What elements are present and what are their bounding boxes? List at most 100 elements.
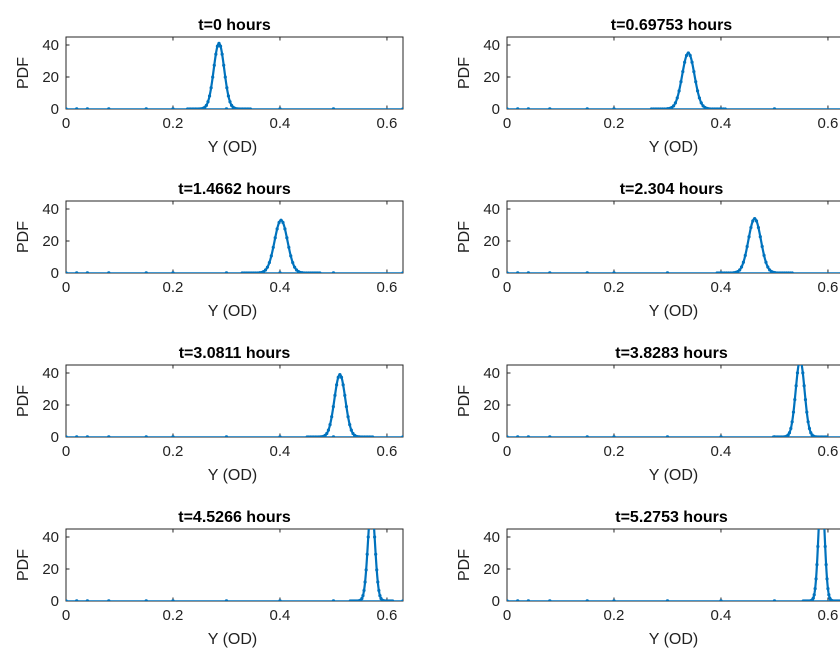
curve-point bbox=[747, 235, 751, 239]
curve-point bbox=[791, 410, 796, 414]
x-tick-label: 0.6 bbox=[377, 115, 398, 132]
subplot-title: t=0 hours bbox=[198, 17, 271, 34]
curve-point bbox=[375, 568, 379, 572]
y-axis-label: PDF bbox=[456, 549, 473, 581]
curve-point bbox=[344, 405, 349, 409]
x-tick-label: 0 bbox=[503, 279, 511, 296]
curve-point bbox=[226, 94, 231, 98]
curve-point bbox=[800, 365, 803, 366]
x-tick-label: 0.4 bbox=[270, 607, 291, 624]
sample-point bbox=[548, 599, 552, 601]
curve-point bbox=[806, 420, 810, 424]
x-axis-label: Y (OD) bbox=[649, 303, 698, 320]
x-tick-label: 0.2 bbox=[604, 607, 625, 624]
y-axis-label: PDF bbox=[15, 221, 32, 253]
sample-point bbox=[585, 435, 589, 437]
curve-point bbox=[820, 487, 823, 490]
sample-point bbox=[85, 435, 90, 437]
x-tick-label: 0.2 bbox=[604, 279, 625, 296]
curve-point bbox=[372, 519, 375, 522]
pdf-curve bbox=[309, 373, 371, 437]
sample-point bbox=[278, 107, 282, 109]
curve-point bbox=[814, 577, 818, 581]
y-tick-label: 20 bbox=[483, 397, 500, 414]
subplot-7: t=4.5266 hours 0 0.2 0.4 0.6 0 20 40 Y (OD) PDF bbox=[15, 503, 404, 648]
sample-point bbox=[401, 107, 403, 109]
curve-point bbox=[279, 218, 283, 222]
curve-point bbox=[222, 63, 226, 67]
subplot-8: t=5.2753 hours 0 0.2 0.4 0.6 0 20 40 Y (OD) PDF bbox=[456, 487, 840, 648]
y-tick-label: 0 bbox=[51, 265, 59, 282]
sample-point bbox=[74, 599, 79, 601]
curve-point bbox=[688, 53, 692, 58]
sample-point bbox=[526, 599, 531, 601]
curve-point bbox=[799, 359, 802, 362]
sample-point bbox=[107, 107, 111, 109]
axes-box bbox=[65, 528, 404, 602]
x-axis-label: Y (OD) bbox=[208, 303, 257, 320]
x-tick-label: 0 bbox=[503, 607, 511, 624]
x-tick-label: 0.6 bbox=[818, 607, 839, 624]
curve-point bbox=[794, 384, 798, 388]
curve-point bbox=[223, 75, 227, 79]
axes-box bbox=[65, 36, 404, 110]
sample-point bbox=[66, 599, 68, 601]
sample-point bbox=[107, 435, 111, 437]
sample-point bbox=[85, 107, 90, 109]
curve-point bbox=[267, 260, 271, 265]
subplot-title: t=4.5266 hours bbox=[178, 509, 291, 526]
x-axis-label: Y (OD) bbox=[649, 139, 698, 156]
sample-point bbox=[772, 107, 777, 109]
sample-point bbox=[224, 599, 229, 601]
y-tick-label: 20 bbox=[42, 69, 59, 86]
axes-box bbox=[506, 200, 840, 274]
y-tick-label: 40 bbox=[42, 37, 59, 54]
curve-point bbox=[802, 384, 806, 388]
subplot-2: t=0.69753 hours 0 0.2 0.4 0.6 0 20 40 Y (OD) PDF bbox=[456, 17, 840, 156]
curve-point bbox=[827, 593, 831, 597]
curve-point bbox=[813, 587, 817, 591]
x-axis-label: Y (OD) bbox=[208, 467, 257, 484]
y-tick-label: 40 bbox=[483, 201, 500, 218]
curve-point bbox=[819, 492, 822, 495]
sample-point bbox=[171, 107, 175, 109]
sample-point bbox=[171, 435, 175, 437]
x-tick-label: 0.4 bbox=[711, 279, 732, 296]
x-axis-label: Y (OD) bbox=[649, 467, 698, 484]
sample-point bbox=[401, 435, 403, 437]
curve-point bbox=[751, 219, 755, 223]
sample-point bbox=[66, 271, 68, 273]
curve-point bbox=[675, 96, 679, 100]
curve-point bbox=[369, 508, 372, 511]
curve-point bbox=[825, 577, 829, 581]
curve-point bbox=[823, 525, 826, 528]
curve-point bbox=[760, 244, 764, 249]
sample-point bbox=[66, 435, 68, 437]
curve-point bbox=[360, 596, 364, 601]
curve-point bbox=[271, 245, 275, 249]
curve-point bbox=[349, 428, 353, 432]
curve-point bbox=[363, 580, 367, 584]
curve-point bbox=[370, 503, 373, 506]
curve-point bbox=[248, 107, 253, 109]
curve-point bbox=[287, 245, 291, 249]
curve-point bbox=[684, 53, 689, 58]
curve-point bbox=[811, 596, 815, 600]
subplot-title: t=5.2753 hours bbox=[615, 509, 728, 526]
curve-point bbox=[335, 383, 339, 387]
curve-point bbox=[218, 44, 223, 48]
curve-point bbox=[753, 217, 757, 221]
x-tick-label: 0 bbox=[62, 607, 70, 624]
x-tick-label: 0.6 bbox=[377, 443, 398, 460]
curve-point bbox=[798, 365, 800, 366]
curve-point bbox=[365, 552, 369, 556]
y-tick-label: 0 bbox=[492, 265, 500, 282]
curve-point bbox=[217, 41, 221, 46]
sample-point bbox=[665, 435, 670, 437]
curve-point bbox=[289, 254, 293, 258]
curve-point bbox=[822, 506, 825, 509]
curve-point bbox=[683, 60, 687, 64]
curve-point bbox=[263, 268, 268, 272]
y-axis-label: PDF bbox=[15, 57, 32, 89]
